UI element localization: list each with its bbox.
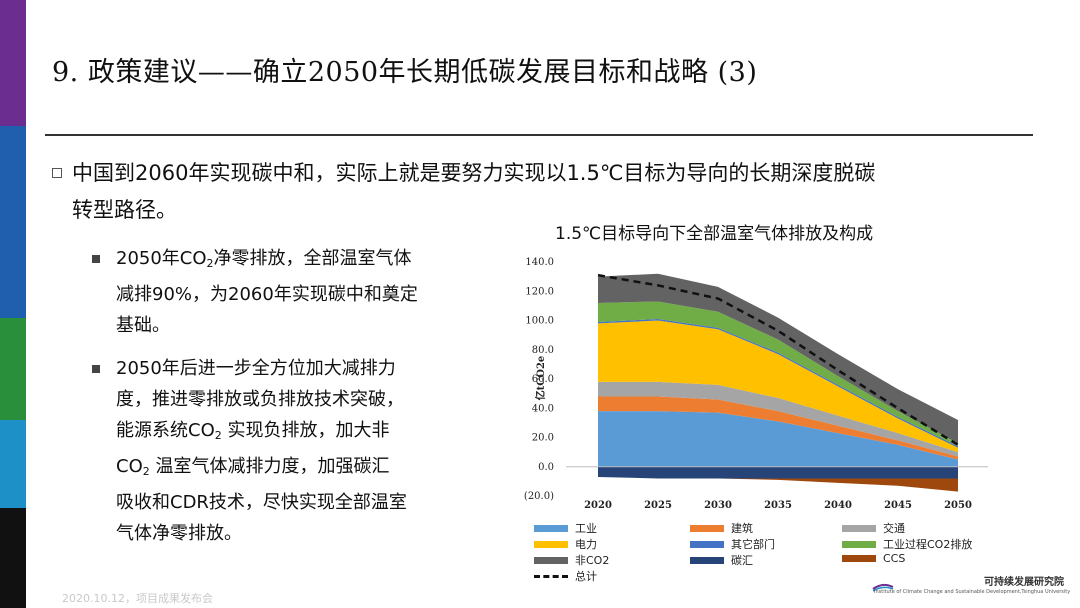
legend-item-carbon-sink: 碳汇 <box>690 552 753 568</box>
sub-point-2-line3: 能源系统CO2 实现负排放，加大非 <box>116 420 390 442</box>
legend-swatch <box>690 540 724 548</box>
y-tick-label: 80.0 <box>532 345 554 356</box>
sub-point-2-line4: CO2 温室气体减排力度，加强碳汇 <box>116 456 390 478</box>
legend-item-industry: 工业 <box>534 520 597 536</box>
sub-point-2-line2: 度，推进零排放或负排放技术突破， <box>116 389 404 410</box>
legend-item-buildings: 建筑 <box>690 520 753 536</box>
y-axis-title: 亿tCO2e <box>534 356 547 401</box>
emissions-area-chart: 140.0 120.0 100.0 80.0 60.0 40.0 20.0 0.0 (20.0)… <box>524 257 988 511</box>
legend-item-other-sectors: 其它部门 <box>690 536 775 552</box>
y-tick-label: (20.0) <box>524 491 554 502</box>
area-电力 <box>598 320 958 453</box>
legend-swatch <box>690 556 724 564</box>
x-tick-label: 2040 <box>824 500 852 511</box>
legend-swatch <box>690 524 724 532</box>
legend-item-total: 总计 <box>534 568 597 584</box>
main-point-line1: 中国到2060年实现碳中和，实际上就是要努力实现以1.5℃目标为导向的长期深度脱… <box>72 161 876 185</box>
legend-dash <box>534 574 568 578</box>
y-tick-label: 20.0 <box>532 433 554 444</box>
x-tick-label: 2035 <box>764 500 792 511</box>
x-tick-label: 2020 <box>584 500 612 511</box>
area-非CO2 <box>598 273 958 444</box>
y-tick-label: 0.0 <box>538 462 554 473</box>
side-accent-cyan <box>0 420 26 508</box>
sub-point-2-line1: 2050年后进一步全方位加大减排力 <box>116 358 396 379</box>
total-line <box>597 273 959 446</box>
area-交通 <box>598 381 958 457</box>
footer-org-name: 可持续发展研究院 <box>984 577 1064 588</box>
chart-title: 1.5℃目标导向下全部温室气体排放及构成 <box>555 224 874 244</box>
y-tick-label: 120.0 <box>525 286 554 297</box>
side-accent-blue <box>0 126 26 318</box>
side-accent-black <box>0 508 26 608</box>
area-工业 <box>598 411 958 467</box>
legend-swatch <box>842 540 876 548</box>
y-tick-label: 100.0 <box>525 316 554 327</box>
footer-date: 2020.10.12，项目成果发布会 <box>62 592 213 605</box>
legend-swatch <box>534 540 568 548</box>
title-divider <box>45 134 1033 136</box>
sub-point-2: 2050年后进一步全方位加大减排力 度，推进零排放或负排放技术突破， 能源系统C… <box>116 353 476 549</box>
legend-item-transport: 交通 <box>842 520 905 536</box>
side-accent-green <box>0 318 26 420</box>
y-tick-label: 60.0 <box>532 374 554 385</box>
chart-legend: 工业 建筑 交通 电力 其它部门 工业过程CO2排放 非CO2 碳汇 CCS 总… <box>534 520 994 586</box>
legend-swatch <box>842 555 876 562</box>
x-tick-label: 2050 <box>944 500 972 511</box>
y-tick-label: 140.0 <box>525 257 554 268</box>
legend-item-industrial-process: 工业过程CO2排放 <box>842 536 972 552</box>
x-tick-label: 2030 <box>704 500 732 511</box>
y-tick-label: 40.0 <box>532 403 554 414</box>
x-tick-label: 2045 <box>884 500 912 511</box>
x-tick-label: 2025 <box>644 500 672 511</box>
sub-point-1-line3: 基础。 <box>116 315 170 336</box>
sub-point-1: 2050年CO2净零排放，全部温室气体 减排90%，为2060年实现碳中和奠定 … <box>116 243 476 341</box>
area-碳汇 <box>598 466 958 479</box>
legend-item-non-co2: 非CO2 <box>534 552 609 568</box>
legend-swatch <box>842 524 876 532</box>
legend-item-ccs: CCS <box>842 552 905 565</box>
sub-point-1-line2: 减排90%，为2060年实现碳中和奠定 <box>116 284 418 305</box>
side-accent-purple <box>0 0 26 126</box>
legend-item-power: 电力 <box>534 536 597 552</box>
area-CCS <box>598 476 958 492</box>
side-accent-bar <box>0 0 26 608</box>
institute-logo-icon <box>872 583 894 592</box>
page-title: 9. 政策建议——确立2050年长期低碳发展目标和战略 (3) <box>52 57 758 88</box>
main-bullet-icon <box>52 168 62 178</box>
legend-swatch <box>534 524 568 532</box>
sub-point-2-line5: 吸收和CDR技术，尽快实现全部温室 <box>116 492 407 513</box>
sub-bullet-icon <box>92 365 100 373</box>
area-建筑 <box>598 396 958 460</box>
sub-point-2-line6: 气体净零排放。 <box>116 523 242 544</box>
footer-org-english: Institute of Climate Change and Sustaina… <box>874 589 1071 595</box>
area-工业过程CO2排放 <box>598 301 958 447</box>
main-point-line2: 转型路径。 <box>72 198 177 222</box>
sub-bullet-icon <box>92 255 100 263</box>
legend-swatch <box>534 556 568 564</box>
sub-point-1-line1: 2050年CO2净零排放，全部温室气体 <box>116 248 412 270</box>
